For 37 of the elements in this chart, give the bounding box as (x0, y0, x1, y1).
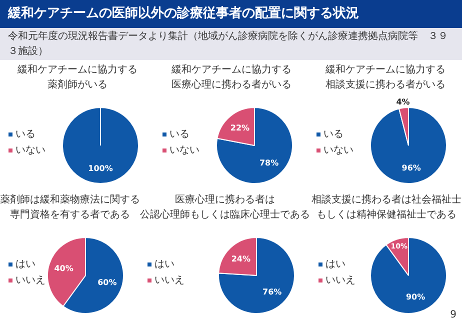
legend-label: はい (16, 259, 36, 270)
data-label: 24% (231, 254, 250, 264)
chart-title: 緩和ケアチームに協力する (324, 64, 446, 76)
chart-title: 緩和ケアチームに協力する (170, 64, 292, 76)
legend-label: いる (324, 129, 344, 140)
legend-label: いない (324, 145, 354, 156)
chart-subtitle: 医療心理に携わる者がいる (172, 78, 292, 90)
legend-label: いない (16, 145, 46, 156)
legend-label: はい (154, 259, 174, 270)
chart-subtitle: もしくは精神保健福祉士である (316, 208, 456, 220)
chart-subtitle: 公認心理師もしくは臨床心理士である (140, 208, 310, 220)
text: 緩和ケアチームの医師以外の診療従事者の配置に関する状況 (0, 0, 462, 28)
chart-title: 医療心理に携わる者は (175, 194, 275, 206)
legend-label: はい (326, 259, 346, 270)
data-label: 60% (98, 278, 117, 288)
chart-subtitle: 専門資格を有する者である (10, 208, 130, 220)
legend-label: いる (170, 129, 190, 140)
legend-label: いいえ (326, 275, 356, 286)
data-label: 78% (259, 158, 279, 168)
data-label: 22% (230, 123, 250, 132)
data-label: 76% (262, 288, 282, 297)
data-label: 40% (54, 264, 74, 273)
legend-label: いる (16, 129, 36, 140)
chart-subtitle: 相談支援に携わる者がいる (326, 78, 446, 90)
text: 令和元年度の現況報告書データより集計（地域がん診療病院を除くがん診療連携拠点病院等 ３９３施設） (0, 28, 462, 60)
chart-title: 薬剤師は緩和薬物療法に関する (0, 194, 140, 206)
legend-label: いいえ (154, 275, 184, 286)
data-label: 90% (406, 292, 426, 302)
data-label: 100% (88, 164, 113, 173)
data-label: 96% (402, 164, 421, 173)
chart-title: 相談支援に携わる者は社会福祉士 (312, 194, 462, 206)
legend-label: いいえ (16, 275, 46, 286)
legend-label: いない (170, 145, 200, 156)
text: 9 (450, 310, 457, 320)
chart-title: 緩和ケアチームに協力する (16, 64, 138, 76)
data-label: 4% (396, 98, 410, 107)
chart-subtitle: 薬剤師がいる (48, 78, 108, 90)
